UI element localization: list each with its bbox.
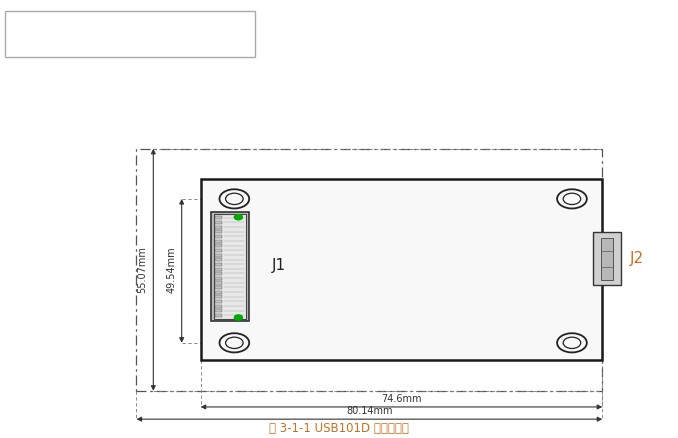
Bar [601,239,613,280]
Bar [216,231,222,234]
Circle shape [235,315,243,321]
Bar [216,310,222,313]
Text: 80.14mm: 80.14mm [346,405,393,415]
Bar [216,226,222,229]
Bar [216,249,222,252]
Text: J1: J1 [271,257,285,272]
Circle shape [563,337,581,349]
Bar [216,300,222,304]
Bar [216,217,222,220]
Bar [216,240,222,243]
Text: 74.6mm: 74.6mm [382,393,422,403]
Bar [216,222,222,225]
Circle shape [557,190,586,209]
Bar [593,233,621,285]
Bar [216,305,222,308]
Text: 55.07mm: 55.07mm [137,246,147,293]
Bar [216,277,222,280]
Circle shape [563,194,581,205]
Bar [216,286,222,290]
Circle shape [226,337,243,349]
Bar [216,254,222,257]
Bar [216,235,222,238]
Bar [136,149,602,391]
Bar [216,245,222,248]
Bar [216,291,222,294]
Text: 49.54mm: 49.54mm [167,246,176,292]
Bar [201,180,602,360]
Circle shape [220,190,250,209]
Circle shape [235,215,243,220]
Bar [216,282,222,285]
FancyBboxPatch shape [5,12,255,58]
Text: 图 3-1-1 USB101D 板卡尺寸图: 图 3-1-1 USB101D 板卡尺寸图 [269,420,409,434]
Bar [216,268,222,271]
Circle shape [220,333,250,353]
Bar [216,258,222,261]
Bar [214,215,247,319]
Bar [216,272,222,276]
Bar [216,314,222,318]
Bar [216,296,222,299]
Bar [216,263,222,266]
Circle shape [557,333,586,353]
Circle shape [226,194,243,205]
Text: 3.1   板卡尺寸图: 3.1 板卡尺寸图 [18,26,115,44]
Bar [212,213,250,321]
Text: J2: J2 [629,251,643,266]
